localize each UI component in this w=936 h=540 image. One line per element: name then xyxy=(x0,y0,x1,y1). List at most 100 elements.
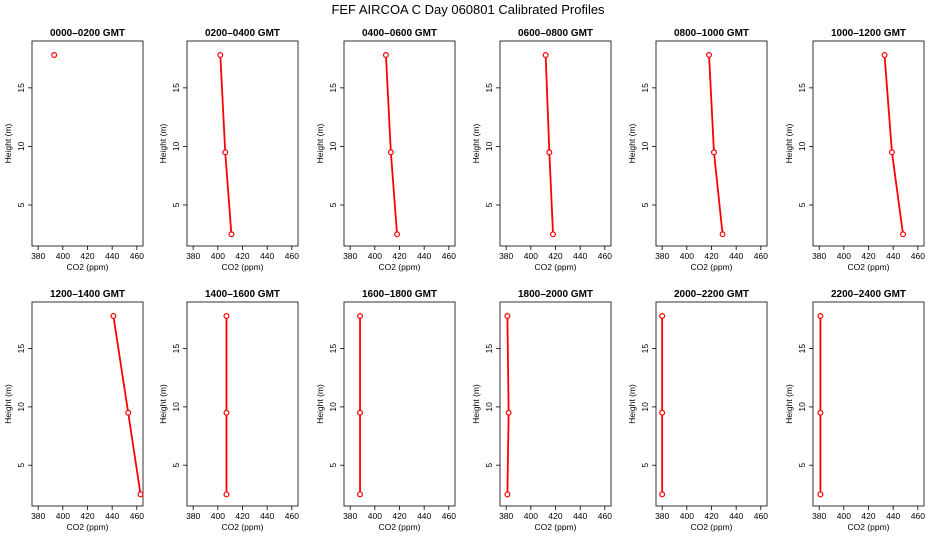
x-tick-label: 440 xyxy=(417,251,431,261)
data-point xyxy=(542,52,549,59)
x-tick-label: 380 xyxy=(499,511,513,521)
x-tick-label: 440 xyxy=(260,511,274,521)
profile-line xyxy=(883,54,904,235)
y-axis-label: Height (m) xyxy=(471,384,481,424)
data-point xyxy=(550,231,557,238)
y-tick-label: 10 xyxy=(797,141,807,151)
panel-grid: 0000–0200 GMT 380 400 420 440 460 5 10 15 CO2 (pp… xyxy=(3,28,925,532)
plot-frame xyxy=(186,301,299,507)
y-tick-label: 5 xyxy=(640,202,650,207)
data-point xyxy=(222,149,229,156)
y-tick-label: 15 xyxy=(484,344,494,354)
y-axis-label: Height (m) xyxy=(627,384,637,424)
x-tick-label: 440 xyxy=(573,511,587,521)
x-tick-label: 460 xyxy=(911,511,925,521)
x-axis-label: CO2 (ppm) xyxy=(221,262,263,272)
x-tick-label: 400 xyxy=(680,251,694,261)
y-tick-label: 15 xyxy=(328,344,338,354)
x-tick-label: 440 xyxy=(886,511,900,521)
x-tick-label: 380 xyxy=(186,251,200,261)
x-axis-label: CO2 (ppm) xyxy=(378,262,420,272)
y-tick-label: 5 xyxy=(484,463,494,468)
data-point xyxy=(710,149,717,156)
y-axis-label: Height (m) xyxy=(3,124,13,164)
y-tick-label: 15 xyxy=(16,344,26,354)
x-tick-label: 420 xyxy=(235,251,249,261)
data-point xyxy=(817,312,824,319)
data-point xyxy=(881,52,888,59)
x-axis-label: CO2 (ppm) xyxy=(690,262,732,272)
profile-line xyxy=(112,315,142,495)
profile-panel: 0600–0800 GMT 380 400 420 440 460 5 10 15 CO2 (pp… xyxy=(471,28,612,272)
y-axis-label: Height (m) xyxy=(315,124,325,164)
x-tick-label: 380 xyxy=(812,511,826,521)
y-tick-label: 5 xyxy=(797,202,807,207)
data-point xyxy=(706,52,713,59)
x-tick-label: 400 xyxy=(211,251,225,261)
data-point xyxy=(137,491,144,498)
x-tick-label: 440 xyxy=(105,251,119,261)
y-tick-label: 5 xyxy=(797,463,807,468)
data-point xyxy=(125,409,132,416)
x-tick-label: 460 xyxy=(754,251,768,261)
panel-title: 0400–0600 GMT xyxy=(362,28,437,39)
x-tick-label: 400 xyxy=(524,511,538,521)
data-point xyxy=(817,491,824,498)
profile-panel: 1800–2000 GMT 380 400 420 440 460 5 10 15 CO2 (pp… xyxy=(471,289,612,532)
x-tick-label: 400 xyxy=(368,251,382,261)
y-tick-label: 15 xyxy=(640,83,650,93)
y-tick-label: 5 xyxy=(171,463,181,468)
data-point xyxy=(223,312,230,319)
x-tick-label: 460 xyxy=(130,251,144,261)
data-point xyxy=(110,312,117,319)
profile-line xyxy=(385,55,398,235)
y-tick-label: 15 xyxy=(328,83,338,93)
data-point xyxy=(217,52,224,59)
x-tick-label: 440 xyxy=(729,251,743,261)
x-tick-label: 420 xyxy=(548,511,562,521)
x-tick-label: 460 xyxy=(598,251,612,261)
y-tick-label: 5 xyxy=(484,202,494,207)
x-tick-label: 400 xyxy=(368,511,382,521)
data-point xyxy=(357,312,364,319)
data-point xyxy=(223,491,230,498)
plot-frame xyxy=(812,40,925,247)
y-axis-label: Height (m) xyxy=(471,124,481,164)
x-tick-label: 420 xyxy=(392,511,406,521)
data-point xyxy=(387,149,394,156)
y-tick-label: 10 xyxy=(328,141,338,151)
x-tick-label: 380 xyxy=(499,251,513,261)
y-tick-label: 10 xyxy=(640,402,650,412)
x-tick-label: 380 xyxy=(812,251,826,261)
y-tick-label: 10 xyxy=(640,141,650,151)
x-tick-label: 420 xyxy=(548,251,562,261)
x-tick-label: 440 xyxy=(260,251,274,261)
y-tick-label: 15 xyxy=(640,344,650,354)
y-axis-label: Height (m) xyxy=(784,384,794,424)
data-point xyxy=(719,231,726,238)
y-axis-label: Height (m) xyxy=(315,384,325,424)
plot-frame xyxy=(499,301,612,507)
x-tick-label: 420 xyxy=(861,251,875,261)
data-point xyxy=(900,231,907,238)
plot-frame xyxy=(655,40,768,247)
profile-panel: 0400–0600 GMT 380 400 420 440 460 5 10 15 CO2 (pp… xyxy=(315,28,456,272)
data-point xyxy=(357,409,364,416)
y-tick-label: 5 xyxy=(171,202,181,207)
y-axis-label: Height (m) xyxy=(158,124,168,164)
profile-panel: 1200–1400 GMT 380 400 420 440 460 5 10 15 CO2 (pp… xyxy=(3,289,144,532)
plot-frame xyxy=(186,40,299,247)
panel-title: 0200–0400 GMT xyxy=(205,28,280,39)
profile-line xyxy=(506,315,510,495)
x-tick-label: 460 xyxy=(754,511,768,521)
panel-title: 1000–1200 GMT xyxy=(831,28,906,39)
panel-title: 1600–1800 GMT xyxy=(362,289,437,300)
data-point xyxy=(228,231,235,238)
x-tick-label: 420 xyxy=(861,511,875,521)
x-axis-label: CO2 (ppm) xyxy=(847,522,889,532)
profile-panel: 0800–1000 GMT 380 400 420 440 460 5 10 15 CO2 (pp… xyxy=(627,28,768,272)
y-tick-label: 5 xyxy=(328,463,338,468)
x-tick-label: 380 xyxy=(186,511,200,521)
x-tick-label: 420 xyxy=(392,251,406,261)
